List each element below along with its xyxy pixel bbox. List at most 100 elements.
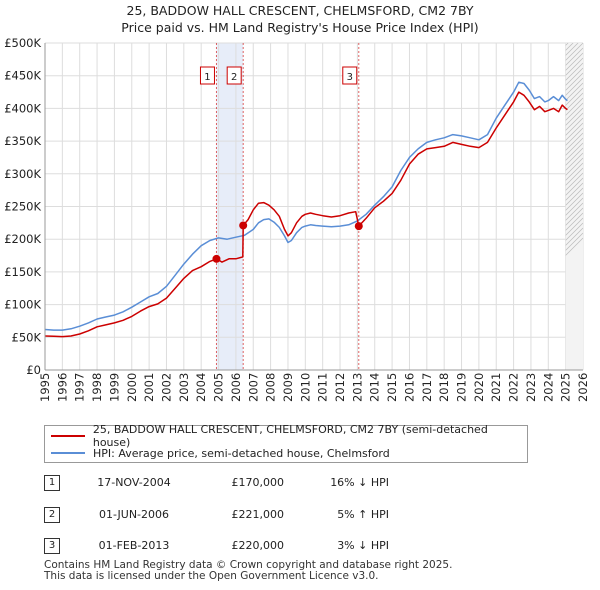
future-hatch-line <box>566 18 583 35</box>
price-chart: 1 2 3 £0 £50K £100K £150K £200K £250K £300K £350K… <box>4 0 590 402</box>
future-hatch-line <box>565 237 583 256</box>
future-hatch-line <box>565 192 583 211</box>
sale-hpi-delta: 3% ↓ HPI <box>337 539 389 552</box>
future-hatch-line <box>565 142 583 161</box>
sale-number-box: 1 <box>44 475 60 491</box>
x-tick-label: 2013 <box>350 373 364 402</box>
future-hatch-line <box>565 197 583 216</box>
future-hatch-line <box>565 92 583 111</box>
future-hatch-line <box>565 82 583 101</box>
future-hatch-line <box>565 227 583 246</box>
future-hatch-line <box>565 72 583 91</box>
future-hatch-line <box>565 102 583 121</box>
y-tick-label: £50K <box>12 330 42 344</box>
legend-item-property: 25, BADDOW HALL CRESCENT, CHELMSFORD, CM… <box>51 423 527 449</box>
x-tick-label: 2019 <box>455 373 469 402</box>
y-tick-label: £150K <box>4 265 41 279</box>
x-tick-label: 2023 <box>524 373 538 402</box>
x-tick-label: 2003 <box>177 373 191 402</box>
y-tick-label: £450K <box>4 69 41 83</box>
x-tick-label: 2005 <box>212 373 226 402</box>
sale-number-box: 2 <box>44 507 60 523</box>
future-hatch-line <box>565 57 583 76</box>
x-tick-label: 2010 <box>298 373 312 402</box>
future-hatch-line <box>565 43 574 51</box>
x-tick-label: 2021 <box>489 373 503 402</box>
future-hatch-line <box>565 122 583 141</box>
future-hatch-line <box>565 77 583 96</box>
y-tick-label: £200K <box>4 232 41 246</box>
future-hatch-line <box>566 8 583 25</box>
sale-date: 01-JUN-2006 <box>98 508 170 521</box>
x-tick-label: 2016 <box>402 373 416 402</box>
chart-title-line2: Price paid vs. HM Land Registry's House … <box>121 20 479 35</box>
x-tick-label: 2011 <box>316 373 330 402</box>
footer-licence: This data is licensed under the Open Gov… <box>44 570 379 582</box>
future-hatch-line <box>565 232 583 251</box>
legend-line-red <box>51 435 85 437</box>
future-hatch-line <box>565 117 583 136</box>
y-tick-label: £250K <box>4 200 41 214</box>
future-hatch-line <box>565 43 579 56</box>
future-hatch-line <box>566 13 583 30</box>
future-hatch-line <box>565 152 583 171</box>
future-hatch-line <box>565 222 583 241</box>
future-hatch-line <box>565 187 583 206</box>
y-tick-label: £350K <box>4 134 41 148</box>
sale-label-box <box>226 66 242 85</box>
series-line-property <box>44 91 568 338</box>
future-hatch-line <box>565 47 583 66</box>
x-tick-label: 2000 <box>125 373 139 402</box>
future-hatch-line <box>565 177 583 196</box>
sale-hpi-delta: 16% ↓ HPI <box>330 476 389 489</box>
future-hatch-line <box>565 172 583 191</box>
sale-price: £221,000 <box>231 508 285 521</box>
legend-line-blue <box>51 452 85 454</box>
x-tick-label: 2020 <box>472 373 486 402</box>
future-hatch-line <box>566 23 583 40</box>
future-hatch-line <box>565 207 583 226</box>
chart-title-line1: 25, BADDOW HALL CRESCENT, CHELMSFORD, CM… <box>126 3 474 18</box>
sale-label-box <box>342 66 358 85</box>
future-hatch-line <box>566 0 583 10</box>
future-hatch-line <box>565 132 583 151</box>
y-tick-label: £0 <box>26 363 41 377</box>
x-tick-label: 2008 <box>264 373 278 402</box>
future-hatch-line <box>565 217 583 236</box>
future-hatch-line <box>566 0 583 5</box>
legend: 25, BADDOW HALL CRESCENT, CHELMSFORD, CM… <box>44 423 528 463</box>
future-hatch-line <box>565 182 583 201</box>
x-tick-label: 2015 <box>385 373 399 402</box>
series-line-hpi <box>44 81 568 331</box>
sale-number-box: 3 <box>44 538 60 554</box>
future-hatch-line <box>565 202 583 221</box>
x-tick-label: 2026 <box>576 373 590 402</box>
sale-point <box>212 254 221 263</box>
x-tick-label: 2017 <box>420 373 434 402</box>
sale-date: 01-FEB-2013 <box>98 539 170 552</box>
future-hatch-line <box>566 0 583 15</box>
x-tick-label: 2018 <box>437 373 451 402</box>
sale-label-text: 1 <box>204 72 210 83</box>
sale-label-box <box>199 66 215 85</box>
x-tick-label: 2001 <box>142 373 156 402</box>
x-tick-label: 2022 <box>507 373 521 402</box>
table-row: 1 17-NOV-2004 £170,000 16% ↓ HPI <box>44 473 564 493</box>
sale-label-text: 2 <box>231 72 237 83</box>
x-tick-label: 1999 <box>107 373 121 402</box>
x-tick-label: 1996 <box>55 373 69 402</box>
x-tick-label: 1997 <box>73 373 87 402</box>
x-tick-label: 1995 <box>38 373 52 402</box>
future-hatch-line <box>565 43 583 61</box>
sale-hpi-delta: 5% ↑ HPI <box>337 508 389 521</box>
future-hatch-line <box>565 87 583 106</box>
sale-point <box>239 221 248 230</box>
future-hatch-line <box>565 137 583 156</box>
sale-label-text: 3 <box>347 72 353 83</box>
x-tick-label: 2012 <box>333 373 347 402</box>
future-hatch-line <box>565 212 583 231</box>
future-hatch-line <box>565 52 583 71</box>
footer: Contains HM Land Registry data © Crown c… <box>44 560 452 582</box>
x-tick-label: 2014 <box>368 373 382 402</box>
footer-copyright: Contains HM Land Registry data © Crown c… <box>44 559 453 571</box>
